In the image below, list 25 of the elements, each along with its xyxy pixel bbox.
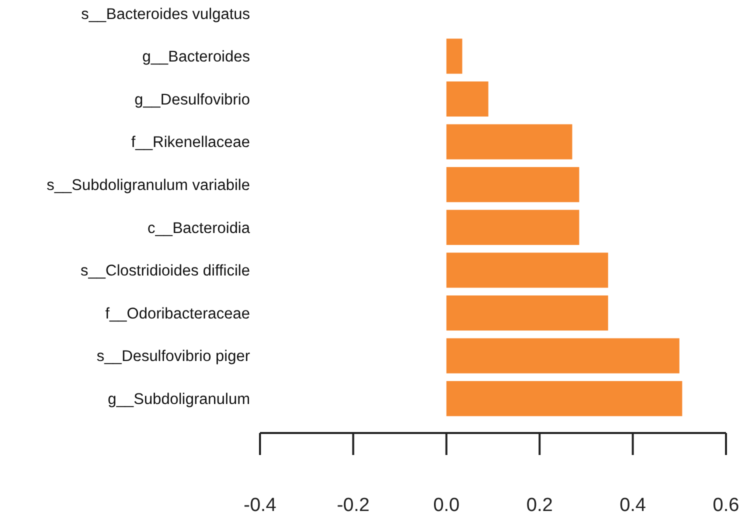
x-tick-label: 0.0 [433, 495, 460, 516]
x-tick-label: -0.2 [336, 495, 370, 516]
bar [446, 338, 680, 374]
bar [446, 252, 608, 288]
y-tick-label: s__Clostridioides difficile [80, 262, 250, 280]
y-tick-label: f__Rikenellaceae [131, 134, 250, 152]
bar [446, 295, 608, 331]
x-tick-label: -0.4 [244, 495, 277, 516]
y-tick-label: f__Odoribacteraceae [105, 305, 250, 322]
x-tick-label: 0.2 [526, 495, 553, 516]
y-tick-label: s__Desulfovibrio piger [96, 348, 250, 366]
y-tick-label: g__Subdoligranulum [108, 391, 250, 408]
bar [446, 81, 488, 117]
x-tick-label: 0.6 [712, 495, 740, 516]
bar [446, 210, 580, 245]
y-tick-label: s__Bacteroides vulgatus [81, 6, 250, 23]
x-tick-label: 0.4 [620, 495, 646, 516]
y-tick-label: c__Bacteroidia [147, 220, 250, 237]
y-tick-label: g__Bacteroides [142, 48, 250, 66]
bar [446, 38, 462, 74]
y-tick-label: s__Subdoligranulum variabile [46, 177, 250, 194]
bar [446, 381, 682, 416]
y-tick-label: g__Desulfovibrio [134, 91, 250, 108]
bar [446, 167, 580, 202]
bar [446, 124, 572, 160]
